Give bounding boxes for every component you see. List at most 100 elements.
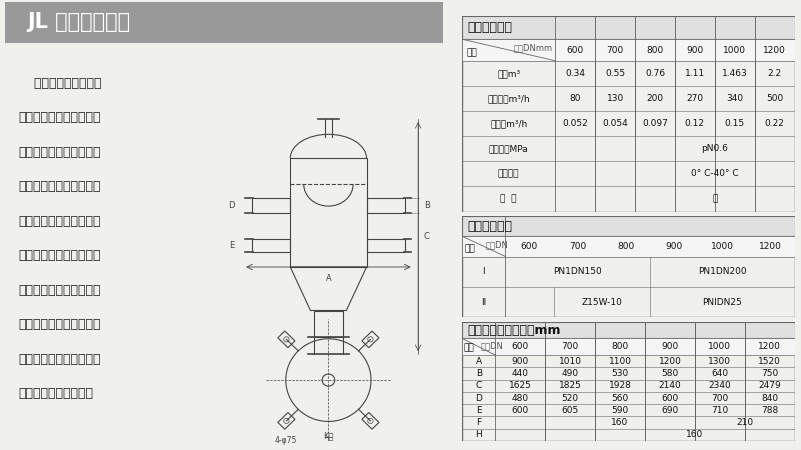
Bar <box>290 158 367 267</box>
Text: PN1DN150: PN1DN150 <box>553 267 602 276</box>
Text: A: A <box>325 274 332 283</box>
Text: 0.76: 0.76 <box>645 69 665 78</box>
Text: 等部门作为净化处理设备: 等部门作为净化处理设备 <box>18 352 101 365</box>
Bar <box>314 310 343 337</box>
Text: 130: 130 <box>606 94 624 103</box>
Text: 900: 900 <box>512 357 529 366</box>
Text: 800: 800 <box>611 342 629 351</box>
Text: 1200: 1200 <box>763 45 786 54</box>
Text: 环水回用的节约目的，所: 环水回用的节约目的，所 <box>18 215 101 228</box>
Text: 1100: 1100 <box>609 357 631 366</box>
Text: 0.054: 0.054 <box>602 119 628 128</box>
Text: 900: 900 <box>662 342 678 351</box>
Bar <box>252 238 290 252</box>
Bar <box>362 331 379 348</box>
Text: D: D <box>227 201 234 210</box>
Text: 340: 340 <box>727 94 743 103</box>
Text: E: E <box>476 406 481 415</box>
Text: 1000: 1000 <box>710 242 734 251</box>
Text: 800: 800 <box>618 242 634 251</box>
Text: 4-φ75: 4-φ75 <box>275 436 297 445</box>
Bar <box>462 16 795 39</box>
Text: 700: 700 <box>562 342 579 351</box>
Text: 605: 605 <box>562 406 579 415</box>
Text: 2140: 2140 <box>658 381 682 390</box>
Text: 2340: 2340 <box>708 381 731 390</box>
Text: 1200: 1200 <box>759 242 782 251</box>
Text: 900: 900 <box>666 242 682 251</box>
Text: B: B <box>424 201 429 210</box>
Text: 210: 210 <box>736 418 753 427</box>
Text: 介  质: 介 质 <box>501 194 517 203</box>
Text: I: I <box>482 267 485 276</box>
Bar <box>278 331 295 348</box>
Text: 0.34: 0.34 <box>566 69 586 78</box>
Text: 600: 600 <box>662 394 678 403</box>
Text: H: H <box>476 430 482 439</box>
Text: 560: 560 <box>611 394 629 403</box>
Bar <box>278 413 295 429</box>
Text: 规格DN: 规格DN <box>486 240 509 249</box>
Bar <box>367 238 405 252</box>
Text: C: C <box>424 232 429 241</box>
Text: K向: K向 <box>323 431 334 440</box>
Text: 主要外形尺寸连接表mm: 主要外形尺寸连接表mm <box>467 324 561 337</box>
Text: 700: 700 <box>711 394 728 403</box>
Text: PNIDN25: PNIDN25 <box>702 297 743 306</box>
Text: 1825: 1825 <box>559 381 582 390</box>
Text: 160: 160 <box>611 418 629 427</box>
Text: 0.097: 0.097 <box>642 119 668 128</box>
Text: 160: 160 <box>686 430 703 439</box>
Text: 640: 640 <box>711 369 728 378</box>
Text: 900: 900 <box>686 45 703 54</box>
Text: 788: 788 <box>761 406 779 415</box>
Text: 砾石过滤器在火力发: 砾石过滤器在火力发 <box>18 77 102 90</box>
Text: PN1DN200: PN1DN200 <box>698 267 747 276</box>
Text: 1000: 1000 <box>723 45 747 54</box>
Text: 440: 440 <box>512 369 529 378</box>
Text: 700: 700 <box>606 45 624 54</box>
Text: 600: 600 <box>521 242 538 251</box>
Text: 主要技术参数: 主要技术参数 <box>467 21 512 34</box>
Text: 0.052: 0.052 <box>562 119 588 128</box>
Text: 200: 200 <box>646 94 663 103</box>
Text: 滤水能力m³/h: 滤水能力m³/h <box>487 94 530 103</box>
Text: 490: 490 <box>562 369 579 378</box>
Text: JL 型砾石过滤器: JL 型砾石过滤器 <box>27 12 131 32</box>
Text: 代号: 代号 <box>464 344 474 353</box>
Text: 1.11: 1.11 <box>685 69 705 78</box>
Text: 滤石量m³/h: 滤石量m³/h <box>490 119 527 128</box>
Text: 800: 800 <box>646 45 663 54</box>
Text: 1625: 1625 <box>509 381 532 390</box>
Text: 法兰连接尺寸: 法兰连接尺寸 <box>467 220 512 233</box>
Text: 840: 840 <box>761 394 779 403</box>
Text: 690: 690 <box>662 406 678 415</box>
Text: 0.22: 0.22 <box>765 119 785 128</box>
Text: 电厂主要用来澄清和消除: 电厂主要用来澄清和消除 <box>18 111 101 124</box>
Text: 480: 480 <box>512 394 529 403</box>
Text: 520: 520 <box>562 394 579 403</box>
Text: 容积m³: 容积m³ <box>497 69 521 78</box>
Text: 600: 600 <box>512 342 529 351</box>
Text: 1000: 1000 <box>708 342 731 351</box>
Text: A: A <box>476 357 482 366</box>
Text: 1520: 1520 <box>759 357 781 366</box>
Text: Z15W-10: Z15W-10 <box>582 297 622 306</box>
Text: 2479: 2479 <box>759 381 781 390</box>
Text: 0.12: 0.12 <box>685 119 705 128</box>
Text: 0.55: 0.55 <box>605 69 625 78</box>
Text: E: E <box>229 241 234 250</box>
Text: 代号: 代号 <box>465 244 475 253</box>
Text: 适用温度: 适用温度 <box>498 169 520 178</box>
Text: 580: 580 <box>662 369 678 378</box>
Text: 500: 500 <box>766 94 783 103</box>
Text: 2.2: 2.2 <box>767 69 782 78</box>
Text: 1200: 1200 <box>658 357 682 366</box>
Text: 规格DNmm: 规格DNmm <box>513 43 553 52</box>
Text: 80: 80 <box>570 94 581 103</box>
Text: 700: 700 <box>569 242 586 251</box>
Text: 规格DN: 规格DN <box>481 342 503 351</box>
Text: 循环水中杂质，以保证循: 循环水中杂质，以保证循 <box>18 146 101 159</box>
Text: 区更显示出它的重要性，: 区更显示出它的重要性， <box>18 284 101 297</box>
Text: C: C <box>476 381 482 390</box>
